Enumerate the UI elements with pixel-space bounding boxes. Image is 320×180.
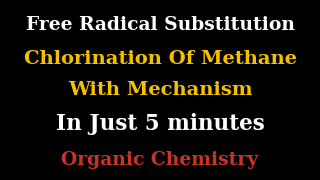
Text: With Mechanism: With Mechanism [68,81,252,99]
Text: In Just 5 minutes: In Just 5 minutes [56,113,264,135]
Text: Organic Chemistry: Organic Chemistry [61,151,259,169]
Text: Free Radical Substitution: Free Radical Substitution [26,16,294,34]
Text: Chlorination Of Methane: Chlorination Of Methane [23,50,297,68]
